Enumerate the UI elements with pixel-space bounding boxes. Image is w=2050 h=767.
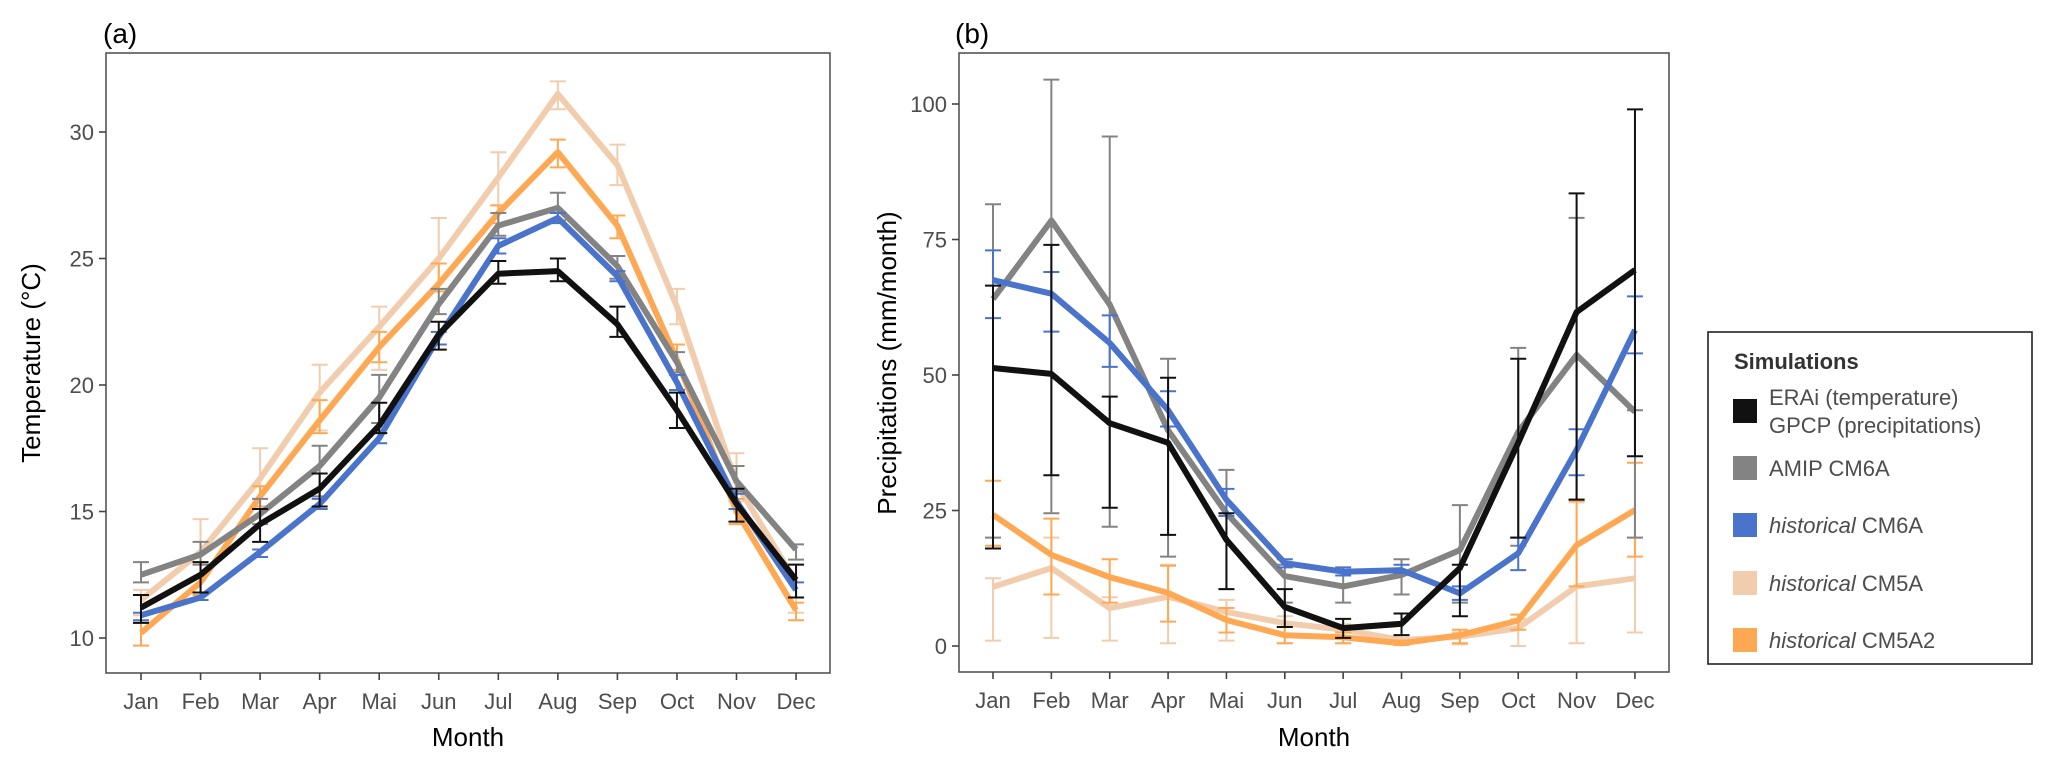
x-tick-label: Feb (182, 689, 220, 714)
error-bar (1101, 558, 1118, 604)
x-tick-label: Jul (1329, 688, 1357, 713)
error-bar (985, 577, 1001, 642)
error-bar (1218, 512, 1235, 591)
panel-a-tag: (a) (103, 18, 137, 49)
x-tick-label: Mar (1091, 688, 1129, 713)
panel-b-plot-area (985, 78, 1643, 647)
y-tick-label: 100 (910, 92, 947, 117)
error-bar (1043, 243, 1060, 477)
x-tick-label: Apr (1151, 688, 1185, 713)
y-tick-label: 25 (70, 247, 94, 272)
legend-title: Simulations (1734, 349, 1859, 374)
series-line-obs (139, 268, 799, 611)
x-tick-label: Jun (421, 689, 456, 714)
panel-a-temperature: (a) 10 15 20 25 30 Jan Feb Mar Apr Mai Jun Jul Aug S… (16, 18, 831, 752)
x-tick-label: Mar (241, 689, 279, 714)
panel-b-x-axis: Jan Feb Mar Apr Mai Jun Jul Aug Sep Oct Nov Dec (975, 672, 1655, 713)
legend-label: GPCP (precipitations) (1769, 413, 1981, 438)
x-tick-label: Oct (660, 689, 694, 714)
x-tick-label: Aug (1382, 688, 1421, 713)
legend-entry-hist_cm6a: historical CM6A (1733, 513, 1923, 538)
x-tick-label: Nov (717, 689, 756, 714)
x-tick-label: Jan (975, 688, 1010, 713)
error-bar (1568, 192, 1585, 501)
y-tick-label: 10 (70, 626, 94, 651)
x-tick-label: Apr (303, 689, 337, 714)
legend-label: AMIP CM6A (1769, 456, 1890, 481)
y-tick-label: 30 (70, 120, 94, 145)
series-obs (985, 108, 1643, 639)
y-tick-label: 50 (923, 363, 947, 388)
legend-entry-obs: ERAi (temperature) GPCP (precipitations) (1733, 385, 1981, 438)
x-tick-label: Sep (598, 689, 637, 714)
series-line-hist_cm6a (140, 215, 799, 619)
x-tick-label: Jul (484, 689, 512, 714)
x-tick-label: Mai (361, 689, 396, 714)
panel-b-frame (958, 52, 1670, 673)
series-hist_cm5a (985, 501, 1643, 647)
legend-entries: ERAi (temperature) GPCP (precipitations) A… (1733, 385, 1981, 653)
legend-label: historical CM5A2 (1769, 628, 1935, 653)
legend-swatch (1733, 399, 1757, 423)
panel-a-frame (105, 52, 831, 674)
x-tick-label: Nov (1557, 688, 1596, 713)
y-tick-label: 20 (70, 373, 94, 398)
x-tick-label: Dec (1615, 688, 1654, 713)
error-bar (1101, 395, 1118, 509)
series-obs (133, 257, 805, 624)
legend-swatch (1733, 513, 1757, 537)
y-tick-label: 75 (923, 228, 947, 253)
legend-label: historical CM6A (1769, 513, 1923, 538)
legend-swatch (1733, 456, 1757, 480)
panel-a-y-axis-title: Temperature (°C) (16, 263, 46, 463)
series-line-hist_cm5a (992, 565, 1636, 643)
panel-b-y-axis-title: Precipitations (mm/month) (872, 211, 902, 514)
legend-label: ERAi (temperature) (1769, 385, 1959, 410)
series-line-hist_cm5a2 (991, 507, 1637, 647)
series-line-amip_cm6a (140, 204, 799, 578)
y-tick-label: 25 (923, 499, 947, 524)
legend-label: historical CM5A (1769, 571, 1923, 596)
series-line-hist_cm6a (992, 277, 1638, 597)
y-tick-label: 15 (70, 500, 94, 525)
panel-a-x-axis-title: Month (432, 722, 504, 752)
x-tick-label: Jan (123, 689, 158, 714)
legend-entry-hist_cm5a: historical CM5A (1733, 571, 1923, 596)
panel-b-y-axis: 0 25 50 75 100 (910, 92, 959, 659)
x-tick-label: Mai (1209, 688, 1244, 713)
series-hist_cm6a (985, 249, 1643, 601)
legend-entry-amip_cm6a: AMIP CM6A (1733, 456, 1890, 481)
series-line-obs (992, 267, 1637, 632)
x-tick-label: Dec (776, 689, 815, 714)
panel-b-tag: (b) (955, 18, 989, 49)
series-amip_cm6a (985, 78, 1643, 604)
error-bar (1160, 376, 1177, 536)
x-tick-label: Oct (1501, 688, 1535, 713)
legend-entry-hist_cm5a2: historical CM5A2 (1733, 628, 1935, 653)
panel-a-x-axis: Jan Feb Mar Apr Mai Jun Jul Aug Sep Oct Nov Dec (123, 673, 816, 714)
x-tick-label: Jun (1267, 688, 1302, 713)
x-tick-label: Feb (1032, 688, 1070, 713)
x-tick-label: Aug (538, 689, 577, 714)
legend-swatch (1733, 571, 1757, 595)
error-bar (133, 593, 149, 624)
series-line-hist_cm5a (139, 91, 799, 603)
series-line-hist_cm5a2 (139, 149, 799, 636)
legend-swatch (1733, 628, 1757, 652)
y-tick-label: 0 (935, 634, 947, 659)
x-tick-label: Sep (1440, 688, 1479, 713)
panel-b-x-axis-title: Month (1278, 722, 1350, 752)
panel-a-y-axis: 10 15 20 25 30 (70, 120, 106, 651)
error-bar (985, 284, 1001, 550)
error-bar (788, 563, 805, 599)
panel-b-precipitation: (b) 0 25 50 75 100 Jan Feb Mar Apr Mai Jun Jul Aug S… (872, 18, 1670, 752)
legend-frame (1707, 331, 2033, 665)
legend: Simulations ERAi (temperature) GPCP (prec… (1707, 331, 2033, 665)
panel-a-plot-area (133, 80, 805, 647)
error-bar (1626, 108, 1643, 458)
